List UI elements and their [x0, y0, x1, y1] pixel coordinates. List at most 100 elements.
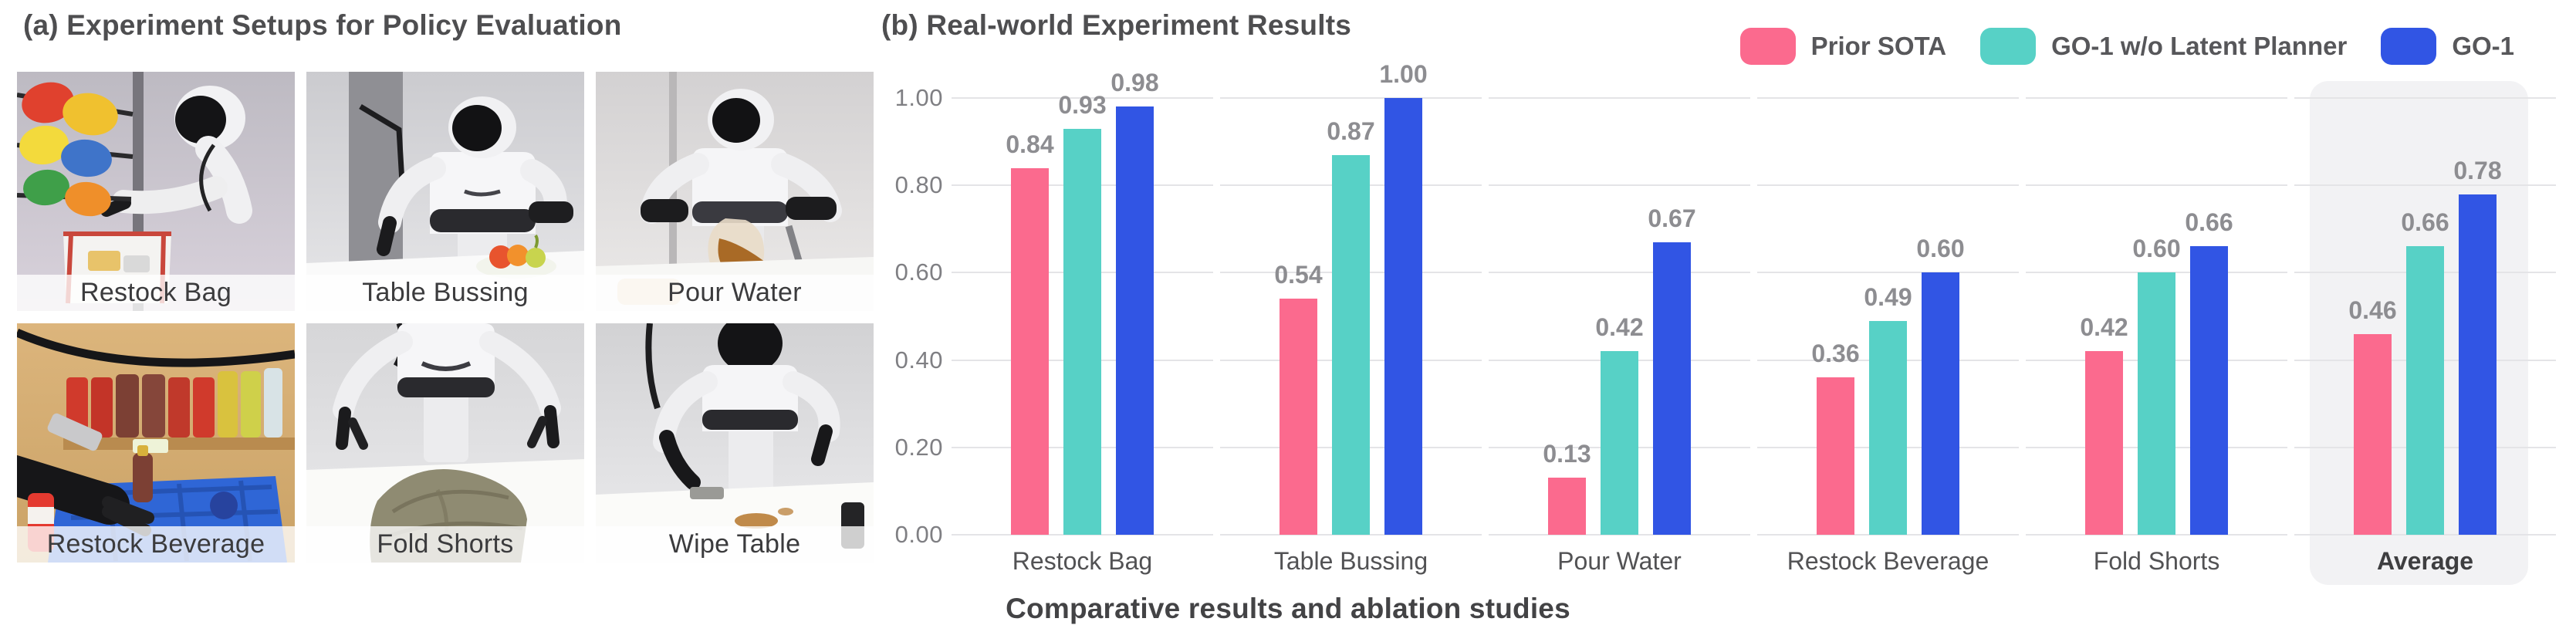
value-label-fold-shorts-go-1-w-o-latent-planner: 0.60 — [2132, 235, 2181, 263]
setup-label-fold-shorts: Fold Shorts — [306, 526, 584, 563]
fruit-bowl — [476, 234, 556, 279]
bar-fold-shorts-prior-sota — [2085, 351, 2123, 535]
gridline — [1757, 184, 2019, 187]
bar-slot-go-1: 0.78 — [2453, 98, 2502, 535]
gridline — [2294, 534, 2556, 536]
category-label-table-bussing: Table Bussing — [1273, 547, 1428, 575]
category-panel-restock-bag: 0.84 0.93 0.98 Restock Bag — [952, 69, 1213, 575]
legend-swatch-prior-sota — [1739, 28, 1796, 65]
snack-shelf — [17, 82, 134, 217]
figure-caption: Comparative results and ablation studies — [1006, 593, 1570, 624]
gridline — [1489, 272, 1750, 274]
setup-label-wipe-table: Wipe Table — [596, 526, 874, 563]
y-tick-0.80: 0.80 — [894, 171, 943, 199]
y-tick-0.00: 0.00 — [894, 521, 943, 548]
bar-fold-shorts-go-1-w-o-latent-planner — [2138, 272, 2175, 535]
gridline — [952, 97, 1213, 99]
value-label-fold-shorts-prior-sota: 0.42 — [2080, 313, 2128, 342]
y-tick-0.60: 0.60 — [894, 258, 943, 286]
setup-label-restock-bag: Restock Bag — [17, 275, 295, 311]
category-panel-fold-shorts: 0.42 0.60 0.66 Fold Shorts — [2026, 97, 2287, 575]
setup-tile-restock-beverage: Restock Beverage — [17, 323, 295, 563]
value-label-restock-beverage-prior-sota: 0.36 — [1811, 340, 1860, 368]
value-label-table-bussing-go-1: 1.00 — [1379, 60, 1428, 88]
panel-b-title: (b) Real-world Experiment Results — [881, 9, 1351, 41]
legend-item-go1-wo-latent-planner: GO-1 w/o Latent Planner — [1980, 28, 2347, 65]
value-label-restock-bag-go-1-w-o-latent-planner: 0.93 — [1058, 90, 1107, 119]
bar-table-bussing-go-1 — [1384, 98, 1422, 535]
y-tick-0.20: 0.20 — [894, 433, 943, 461]
setup-label-restock-beverage: Restock Beverage — [17, 526, 295, 563]
legend-label-go1: GO-1 — [2452, 32, 2514, 60]
y-axis: 0.00 0.20 0.40 0.60 0.80 1.00 — [803, 84, 943, 548]
bar-slot-go-1: 0.66 — [2185, 98, 2233, 535]
bar-slot-prior-sota: 0.84 — [1006, 98, 1054, 535]
bar-group-restock-beverage: 0.36 0.49 0.60 — [1757, 98, 2019, 535]
bar-pour-water-go-1 — [1653, 242, 1691, 535]
gridline — [2026, 184, 2287, 187]
bar-restock-beverage-go-1 — [1922, 272, 1959, 535]
gridline — [1489, 534, 1750, 536]
value-label-restock-bag-prior-sota: 0.84 — [1006, 130, 1054, 158]
gridline — [1757, 97, 2019, 99]
gridline — [1489, 184, 1750, 187]
gridline — [1220, 97, 1482, 99]
value-label-restock-beverage-go-1-w-o-latent-planner: 0.49 — [1864, 282, 1912, 311]
gridline — [2026, 97, 2287, 99]
setup-tile-pour-water: Pour Water — [596, 72, 874, 311]
gridline — [1489, 97, 1750, 99]
setup-label-table-bussing: Table Bussing — [306, 275, 584, 311]
bar-slot-prior-sota: 0.46 — [2348, 98, 2397, 535]
bar-slot-go-1-w-o-latent-planner: 0.66 — [2401, 98, 2449, 535]
category-panel-average: 0.46 0.66 0.78 Average — [2294, 81, 2556, 585]
bar-slot-prior-sota: 0.42 — [2080, 98, 2128, 535]
bar-restock-beverage-go-1-w-o-latent-planner — [1869, 320, 1907, 535]
chart-legend: Prior SOTA GO-1 w/o Latent Planner GO-1 — [1739, 28, 2514, 65]
gridline — [1220, 534, 1482, 536]
category-label-restock-bag: Restock Bag — [1012, 547, 1153, 575]
bar-group-restock-bag: 0.84 0.93 0.98 — [952, 69, 1213, 535]
setup-tile-fold-shorts: Fold Shorts — [306, 323, 584, 563]
robot-photo-fold-shorts — [306, 323, 584, 563]
category-panel-restock-beverage: 0.36 0.49 0.60 Restock Beverage — [1757, 97, 2019, 575]
panel-a-title: (a) Experiment Setups for Policy Evaluat… — [23, 9, 622, 41]
bar-slot-go-1: 0.67 — [1648, 98, 1696, 535]
legend-label-prior-sota: Prior SOTA — [1810, 32, 1947, 60]
bar-slot-go-1: 0.60 — [1916, 98, 1965, 535]
legend-item-go1: GO-1 — [2381, 28, 2514, 65]
gridline — [2294, 97, 2556, 99]
bar-slot-go-1-w-o-latent-planner: 0.93 — [1058, 91, 1107, 535]
legend-swatch-go1 — [2381, 28, 2437, 65]
y-tick-0.40: 0.40 — [894, 346, 943, 373]
bar-average-prior-sota — [2354, 333, 2392, 535]
gridline — [1757, 534, 2019, 536]
value-label-table-bussing-prior-sota: 0.54 — [1274, 261, 1323, 289]
category-label-fold-shorts: Fold Shorts — [2093, 547, 2220, 575]
bar-fold-shorts-go-1 — [2190, 246, 2228, 535]
value-label-restock-beverage-go-1: 0.60 — [1916, 235, 1965, 263]
gridline — [952, 534, 1213, 536]
value-label-pour-water-prior-sota: 0.13 — [1543, 440, 1591, 468]
category-panel-table-bussing: 0.54 0.87 1.00 Table Bussing — [1220, 60, 1482, 575]
setup-label-pour-water: Pour Water — [596, 275, 874, 311]
bar-slot-prior-sota: 0.36 — [1811, 98, 1860, 535]
bar-restock-bag-go-1-w-o-latent-planner — [1063, 128, 1101, 535]
robot-photo-wipe-table — [596, 323, 874, 563]
legend-label-go1-wo-latent-planner: GO-1 w/o Latent Planner — [2051, 32, 2348, 60]
setup-tile-table-bussing: Table Bussing — [306, 72, 584, 311]
bar-slot-go-1-w-o-latent-planner: 0.42 — [1595, 98, 1644, 535]
bar-pour-water-prior-sota — [1548, 478, 1586, 535]
bar-pour-water-go-1-w-o-latent-planner — [1601, 351, 1638, 535]
setup-photo-grid: Restock Bag — [17, 72, 874, 563]
bar-table-bussing-prior-sota — [1280, 299, 1317, 535]
bar-average-go-1-w-o-latent-planner — [2406, 246, 2444, 535]
legend-item-prior-sota: Prior SOTA — [1739, 28, 1947, 65]
gridline — [2294, 184, 2556, 187]
bar-slot-go-1-w-o-latent-planner: 0.49 — [1864, 98, 1912, 535]
value-label-pour-water-go-1-w-o-latent-planner: 0.42 — [1595, 313, 1644, 342]
category-label-restock-beverage: Restock Beverage — [1787, 547, 1989, 575]
value-label-restock-bag-go-1: 0.98 — [1111, 69, 1159, 97]
bar-slot-prior-sota: 0.13 — [1543, 98, 1591, 535]
category-label-pour-water: Pour Water — [1557, 547, 1682, 575]
